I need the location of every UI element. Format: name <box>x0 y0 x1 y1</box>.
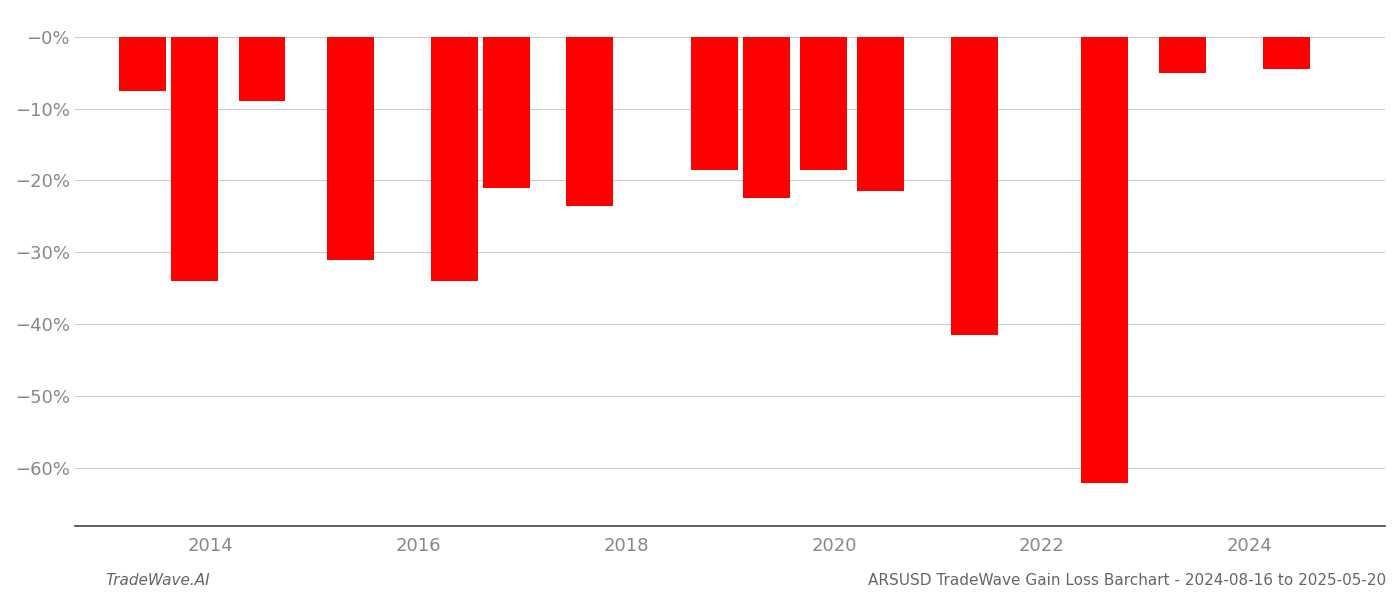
Bar <box>951 37 998 335</box>
Bar <box>1263 37 1309 69</box>
Bar <box>692 37 738 170</box>
Bar <box>238 37 286 101</box>
Bar <box>1081 37 1127 483</box>
Bar <box>328 37 374 260</box>
Bar <box>483 37 529 188</box>
Bar <box>171 37 218 281</box>
Text: TradeWave.AI: TradeWave.AI <box>105 573 210 588</box>
Bar <box>801 37 847 170</box>
Bar <box>119 37 165 91</box>
Text: ARSUSD TradeWave Gain Loss Barchart - 2024-08-16 to 2025-05-20: ARSUSD TradeWave Gain Loss Barchart - 20… <box>868 573 1386 588</box>
Bar <box>743 37 790 199</box>
Bar <box>857 37 904 191</box>
Bar <box>566 37 613 206</box>
Bar <box>1159 37 1205 73</box>
Bar <box>431 37 477 281</box>
